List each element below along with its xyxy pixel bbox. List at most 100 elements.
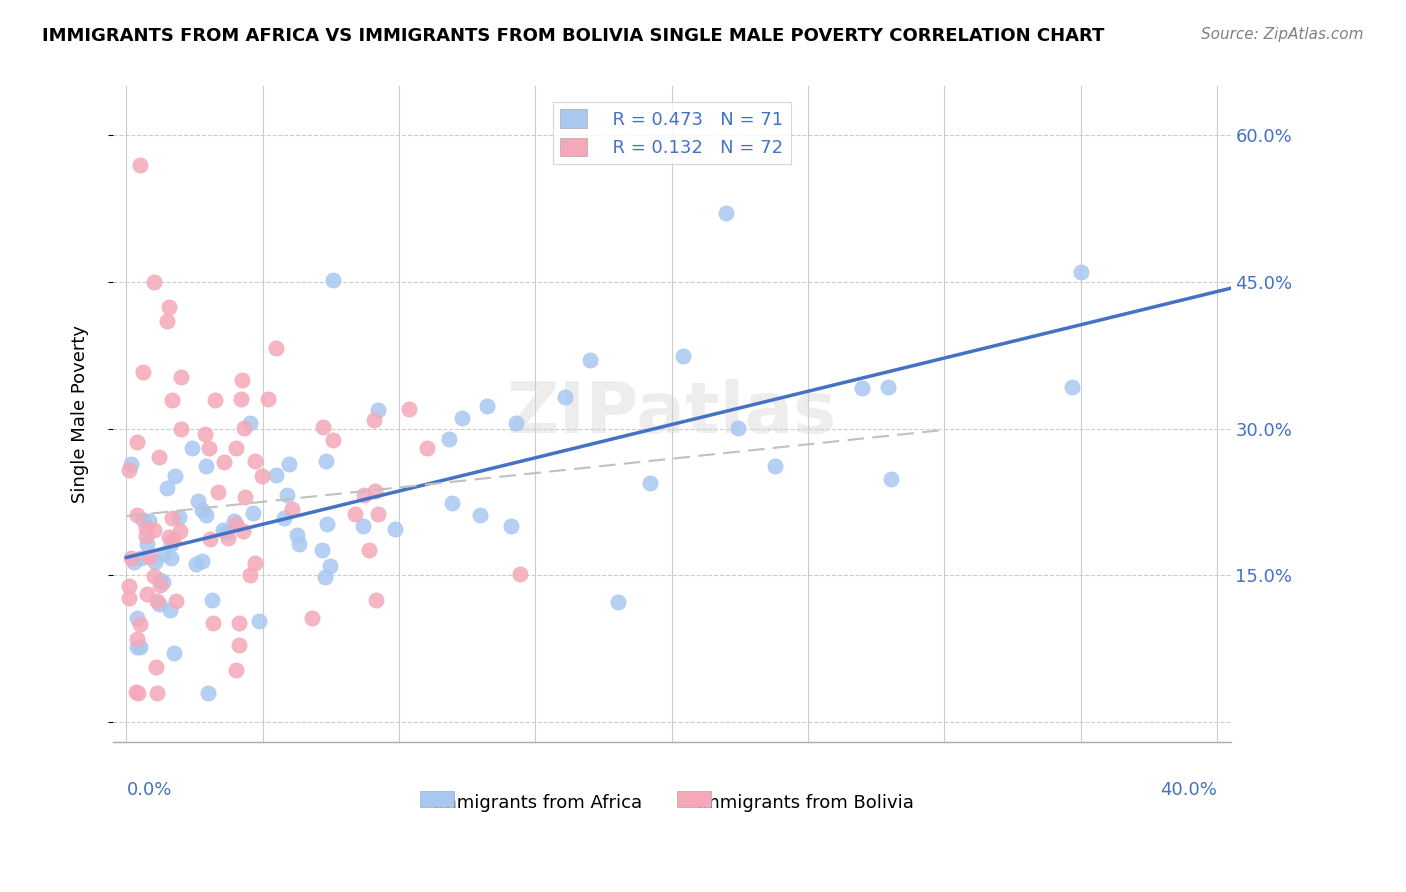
Point	[125, 611, 148, 625]
Point	[135, 537, 157, 551]
Point	[191, 553, 214, 567]
Point	[180, 441, 202, 455]
Point	[353, 488, 375, 502]
Point	[322, 434, 344, 448]
Point	[319, 558, 342, 573]
Point	[125, 684, 148, 698]
FancyBboxPatch shape	[678, 790, 711, 807]
Point	[143, 556, 166, 570]
Point	[165, 469, 187, 483]
Point	[152, 547, 174, 561]
Point	[247, 614, 270, 628]
Point	[163, 646, 186, 660]
Point	[160, 511, 183, 525]
Point	[127, 508, 149, 522]
Point	[157, 530, 180, 544]
Point	[222, 514, 245, 528]
Point	[384, 522, 406, 536]
Point	[367, 402, 389, 417]
Point	[505, 416, 527, 430]
Point	[225, 441, 247, 455]
Point	[160, 551, 183, 566]
Point	[288, 537, 311, 551]
Text: 40.0%: 40.0%	[1160, 780, 1218, 799]
Point	[671, 349, 693, 363]
Point	[311, 542, 333, 557]
Point	[145, 594, 167, 608]
Point	[142, 275, 165, 289]
Point	[727, 421, 749, 435]
Point	[225, 516, 247, 531]
Point	[170, 370, 193, 384]
Point	[125, 632, 148, 646]
Point	[1070, 265, 1092, 279]
Point	[851, 381, 873, 395]
Point	[316, 517, 339, 532]
Point	[879, 472, 901, 486]
Point	[120, 550, 142, 565]
Point	[143, 569, 166, 583]
Point	[763, 458, 786, 473]
Point	[128, 640, 150, 654]
Point	[202, 615, 225, 630]
Point	[212, 455, 235, 469]
Text: Source: ZipAtlas.com: Source: ZipAtlas.com	[1201, 27, 1364, 42]
Point	[312, 420, 335, 434]
Text: Immigrants from Bolivia: Immigrants from Bolivia	[697, 794, 914, 812]
Point	[239, 568, 262, 582]
Point	[451, 411, 474, 425]
Point	[501, 519, 523, 533]
Point	[243, 454, 266, 468]
Point	[194, 427, 217, 442]
Point	[416, 442, 439, 456]
Point	[579, 353, 602, 368]
Point	[138, 514, 160, 528]
Point	[359, 542, 381, 557]
Point	[166, 594, 188, 608]
Point	[606, 595, 628, 609]
Point	[233, 420, 256, 434]
Point	[367, 507, 389, 521]
Point	[475, 399, 498, 413]
Point	[229, 392, 252, 406]
Point	[169, 524, 191, 538]
Point	[198, 533, 221, 547]
Point	[239, 416, 262, 430]
Text: Immigrants from Africa: Immigrants from Africa	[433, 794, 641, 812]
Point	[127, 435, 149, 450]
Point	[264, 341, 287, 355]
Point	[135, 520, 157, 534]
Point	[207, 484, 229, 499]
Point	[145, 659, 167, 673]
Point	[190, 503, 212, 517]
Point	[716, 206, 738, 220]
Point	[138, 549, 160, 564]
Point	[135, 529, 157, 543]
Point	[363, 412, 385, 426]
Point	[285, 528, 308, 542]
Point	[129, 158, 152, 172]
Point	[437, 432, 460, 446]
Point	[118, 463, 141, 477]
Point	[194, 508, 217, 522]
Point	[184, 557, 207, 571]
Point	[143, 523, 166, 537]
Point	[170, 422, 193, 436]
Point	[468, 508, 491, 523]
Point	[231, 373, 253, 387]
Point	[638, 475, 661, 490]
Point	[243, 557, 266, 571]
FancyBboxPatch shape	[420, 790, 454, 807]
Point	[152, 575, 174, 590]
Point	[127, 686, 149, 700]
Point	[344, 507, 367, 521]
Point	[314, 570, 336, 584]
Text: IMMIGRANTS FROM AFRICA VS IMMIGRANTS FROM BOLIVIA SINGLE MALE POVERTY CORRELATIO: IMMIGRANTS FROM AFRICA VS IMMIGRANTS FRO…	[42, 27, 1105, 45]
Point	[228, 615, 250, 630]
Point	[204, 393, 226, 408]
Point	[228, 638, 250, 652]
Point	[509, 567, 531, 582]
Point	[277, 457, 299, 471]
Point	[197, 441, 219, 455]
Point	[156, 481, 179, 495]
